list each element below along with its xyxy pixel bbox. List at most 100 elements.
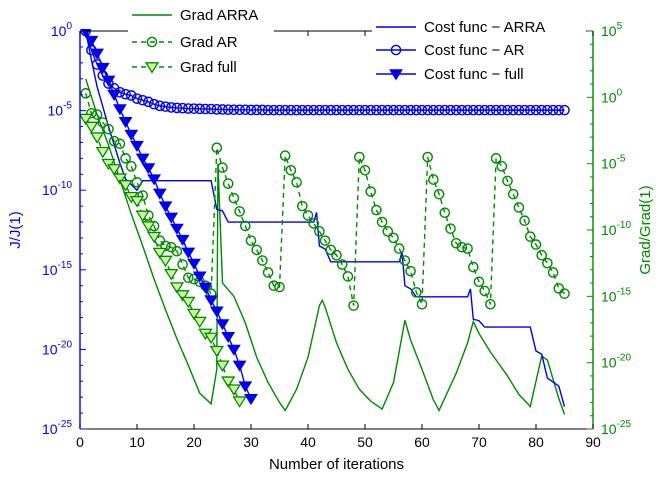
data-point-cost-func-ar [177,102,188,114]
y-left-axis-label: J/J(1) [7,211,24,249]
data-point-grad-ar [496,161,508,172]
data-point-grad-full [232,396,247,408]
data-point-cost-func-ar [143,96,154,108]
data-point-grad-full [186,308,202,321]
y-left-tick-label: 10-10 [42,180,72,198]
data-point-grad-ar [97,117,109,128]
data-point-cost-func-ar [450,104,462,116]
data-point-grad-ar [462,243,473,254]
data-point-cost-func-full [158,201,173,213]
data-point-grad-ar [126,161,137,172]
data-point-cost-func-ar [279,104,291,116]
x-tick-label: 0 [76,434,84,450]
data-point-cost-func-ar [120,88,131,100]
x-tick-label: 90 [585,434,601,450]
data-point-cost-func-ar [285,104,297,116]
data-point-cost-func-ar [262,104,274,116]
data-point-cost-func-ar [319,104,331,116]
data-point-grad-ar [388,232,399,244]
data-point-grad-ar [296,200,308,212]
data-point-cost-func-ar [342,104,354,116]
data-point-cost-func-full [238,381,253,393]
data-point-grad-ar [222,178,234,189]
data-point-cost-func-ar [160,101,171,112]
series-grad-arra [85,78,566,415]
data-point-cost-func-ar [371,104,382,116]
data-point-cost-func-full [101,75,116,87]
data-point-cost-func-ar [165,102,177,113]
data-point-cost-func-ar [547,104,559,116]
data-point-cost-func-ar [296,104,308,116]
data-point-grad-full [80,113,93,126]
data-point-cost-func-ar [496,104,508,116]
data-point-grad-full [215,360,230,372]
data-point-cost-func-full [141,163,156,175]
data-point-grad-ar [257,255,268,266]
data-point-cost-func-ar [359,104,371,116]
data-point-grad-full [84,121,99,134]
data-point-cost-func-ar [234,104,245,116]
data-point-cost-func-ar [200,103,211,115]
data-point-grad-ar [553,283,565,294]
legend-item-grad-full-swatch-marker [144,62,160,74]
data-point-cost-func-ar [445,104,456,116]
data-point-cost-func-ar [507,104,519,116]
data-point-cost-func-ar [485,104,496,116]
legend-item-grad-ar-swatch-marker [146,36,158,48]
data-point-grad-full [209,345,224,358]
data-point-cost-func-ar [257,104,268,116]
x-tick-label: 30 [243,434,259,450]
data-point-grad-ar [217,162,228,173]
data-point-cost-func-ar [211,104,223,115]
data-point-cost-func-ar [348,104,359,116]
data-point-grad-full [135,210,150,223]
data-point-grad-ar [86,107,97,119]
y-left-tick-label: 10-25 [42,419,72,437]
y-left-tick-label: 10-15 [42,260,72,278]
data-point-grad-ar [131,176,143,188]
data-point-cost-func-ar [559,104,570,116]
data-point-cost-func-ar [331,104,342,116]
data-point-cost-func-ar [217,104,228,115]
data-point-cost-func-ar [513,104,525,116]
data-point-grad-ar [336,259,348,270]
data-point-cost-func-ar [422,104,434,116]
data-point-cost-func-full [107,89,122,102]
data-point-cost-func-ar [393,104,405,116]
legend-item-grad-arra-label: Grad ARRA [180,7,258,24]
data-point-grad-ar [319,235,331,246]
data-point-grad-ar [439,207,451,219]
x-tick-label: 20 [186,434,202,450]
series-line-cost-func-arra [85,30,566,407]
data-point-grad-full [146,231,162,244]
data-point-grad-full [221,376,236,388]
data-point-cost-func-full [226,344,241,356]
x-axis-label: Number of iterations [269,456,404,473]
data-point-cost-func-ar [228,104,240,116]
series-grad-full [80,113,247,408]
legend-item-cost-full-swatch-marker [389,69,403,81]
data-point-cost-func-full [209,306,224,318]
y-right-tick-label: 10-5 [601,154,626,172]
data-point-grad-full [89,132,105,144]
data-point-cost-func-ar [353,104,365,116]
x-tick-label: 50 [357,434,373,450]
data-point-grad-full [112,173,128,185]
data-point-grad-ar [348,300,359,311]
data-point-grad-full [95,146,110,159]
data-point-cost-func-ar [251,104,263,116]
y-right-tick-label: 105 [601,21,623,39]
data-point-cost-func-ar [519,104,530,116]
data-point-cost-func-full [84,35,99,47]
x-tick-label: 80 [528,434,544,450]
data-point-grad-ar [502,175,513,187]
y-right-tick-label: 10-10 [601,220,631,238]
data-point-grad-ar [456,241,468,253]
x-tick-label: 70 [471,434,487,450]
y-right-axis-label: Grad/Grad(1) [637,185,654,274]
data-point-grad-ar [422,151,434,163]
data-point-grad-ar [308,218,320,229]
series-cost-func-arra [85,30,566,407]
data-point-cost-func-ar [382,104,394,116]
